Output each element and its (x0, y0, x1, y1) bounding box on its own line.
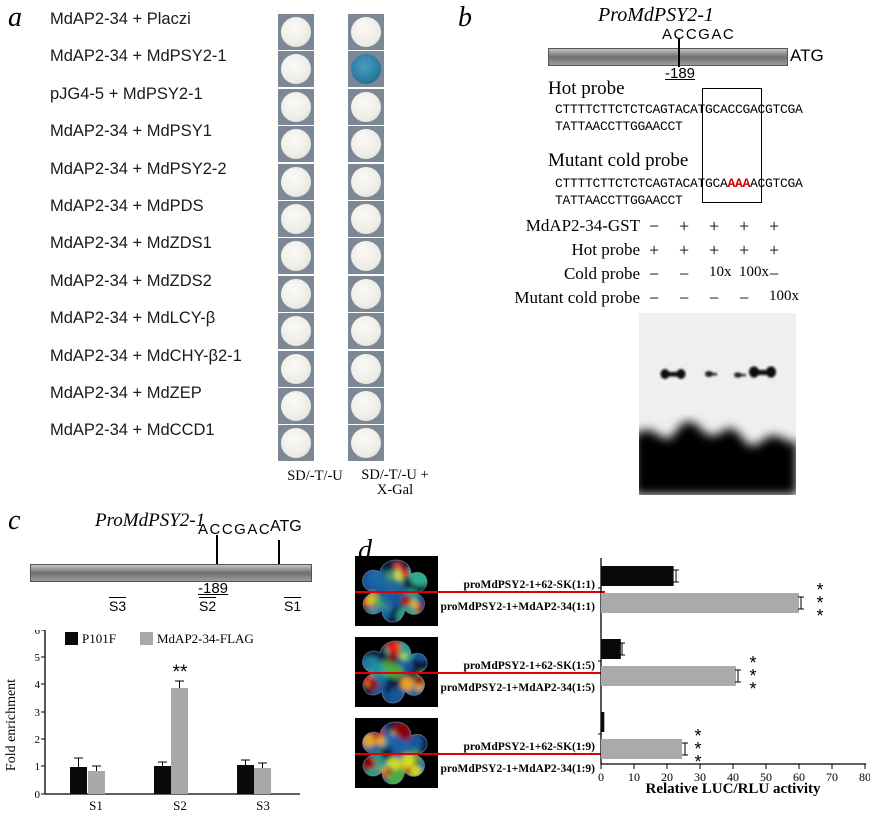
svg-text:0: 0 (598, 770, 604, 784)
svg-text:1: 1 (35, 761, 41, 773)
svg-text:S3: S3 (256, 798, 270, 813)
svg-text:4: 4 (35, 679, 41, 691)
svg-text:0: 0 (35, 789, 41, 801)
svg-text:6: 6 (35, 630, 41, 637)
svg-text:80: 80 (859, 770, 870, 784)
svg-text:Fold enrichment: Fold enrichment (4, 679, 19, 771)
svg-text:*: * (694, 752, 701, 772)
svg-text:S2: S2 (173, 798, 187, 813)
svg-text:*: * (749, 679, 756, 699)
svg-text:MdAP2-34-FLAG: MdAP2-34-FLAG (157, 631, 254, 646)
svg-text:10: 10 (628, 770, 640, 784)
svg-text:**: ** (173, 662, 188, 683)
svg-text:P101F: P101F (82, 631, 116, 646)
svg-text:Relative LUC/RLU activity: Relative LUC/RLU activity (646, 781, 821, 797)
svg-text:2: 2 (35, 734, 41, 746)
svg-text:5: 5 (35, 652, 41, 664)
svg-text:3: 3 (35, 707, 41, 719)
svg-text:70: 70 (826, 770, 838, 784)
svg-text:S1: S1 (89, 798, 103, 813)
svg-text:*: * (816, 606, 823, 626)
